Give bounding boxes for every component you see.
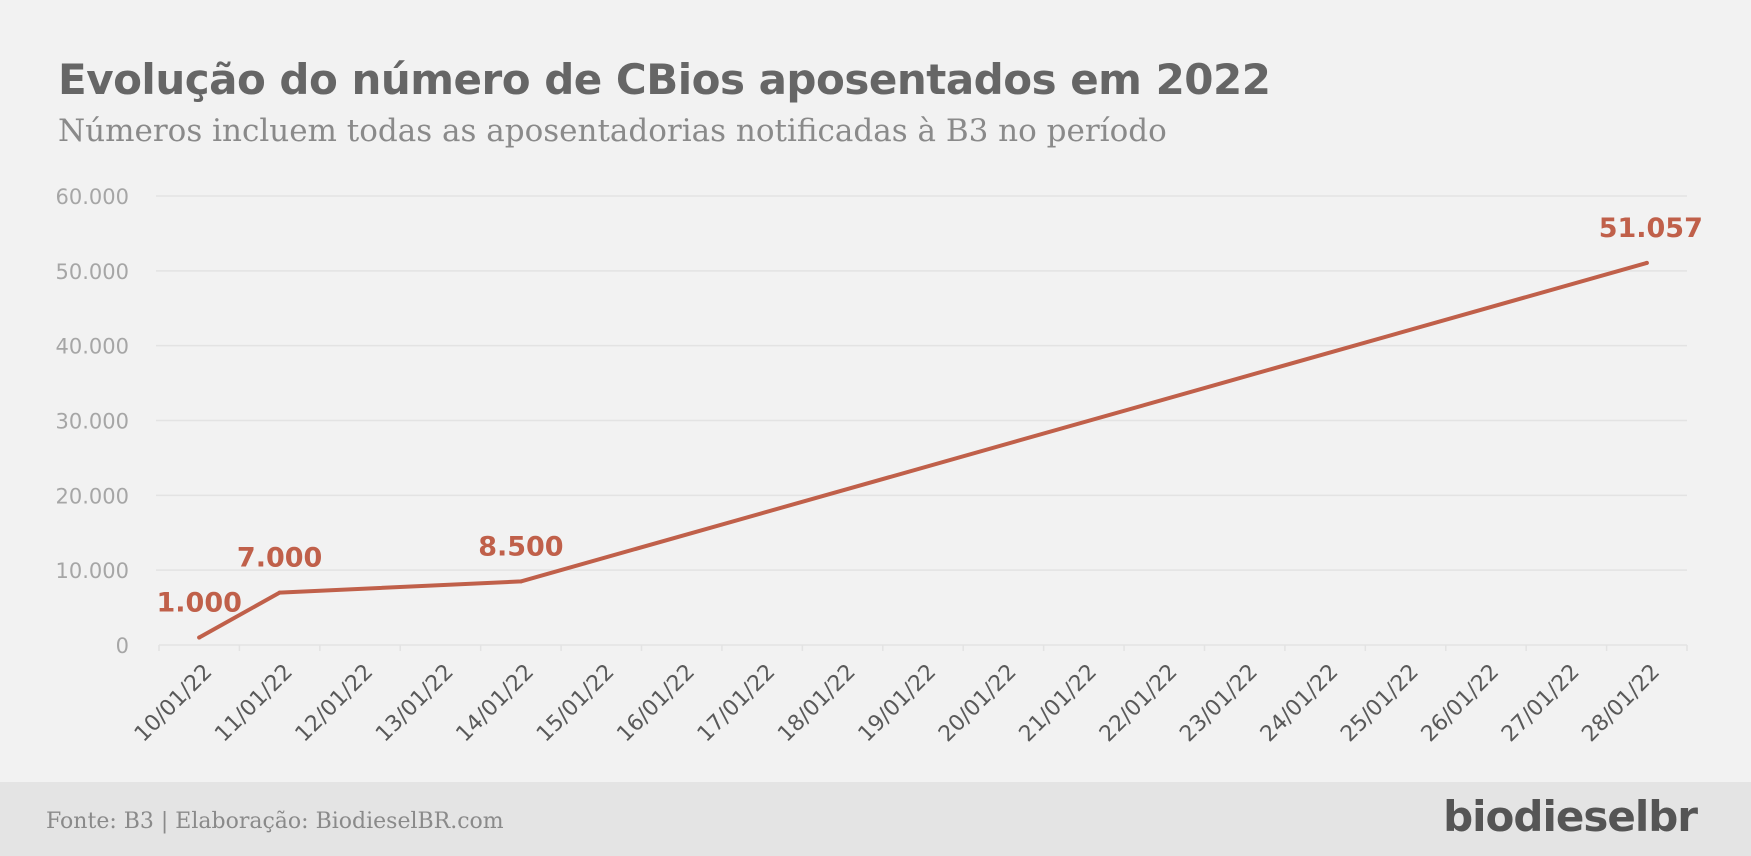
x-tick-label: 22/01/22 (1095, 660, 1183, 748)
y-tick-label: 10.000 (56, 559, 129, 583)
x-tick-label: 10/01/22 (130, 660, 218, 748)
y-tick-label: 60.000 (56, 185, 129, 209)
data-label: 7.000 (237, 543, 322, 574)
chart-subtitle: Números incluem todas as aposentadorias … (58, 113, 1167, 149)
data-point (277, 590, 282, 595)
data-label: 51.057 (1599, 213, 1703, 244)
x-tick-label: 25/01/22 (1336, 660, 1424, 748)
x-tick-label: 14/01/22 (452, 660, 540, 748)
line-chart: 0 10.000 20.000 30.000 40.000 50.000 60.000 10/… (56, 185, 1703, 748)
data-label: 1.000 (157, 588, 242, 619)
x-tick-label: 16/01/22 (612, 660, 700, 748)
x-tick-label: 21/01/22 (1015, 660, 1103, 748)
y-tick-label: 50.000 (56, 260, 129, 284)
x-tick-label: 18/01/22 (773, 660, 861, 748)
y-tick-label: 30.000 (56, 410, 129, 434)
brand-logo: biodieselbr (1443, 792, 1698, 841)
x-tick-label: 28/01/22 (1577, 660, 1665, 748)
data-point (1644, 260, 1649, 265)
data-label: 8.500 (478, 531, 563, 562)
footer-bar: Fonte: B3 | Elaboração: BiodieselBR.com … (0, 782, 1751, 856)
x-tick-label: 26/01/22 (1417, 660, 1505, 748)
chart-title: Evolução do número de CBios aposentados … (58, 55, 1271, 104)
data-point (518, 579, 523, 584)
x-tick-label: 12/01/22 (291, 660, 379, 748)
y-tick-label: 40.000 (56, 335, 129, 359)
x-tick-label: 17/01/22 (693, 660, 781, 748)
x-tick-label: 24/01/22 (1256, 660, 1344, 748)
x-tick-label: 19/01/22 (854, 660, 942, 748)
y-tick-label: 0 (116, 634, 129, 658)
x-tick-label: 15/01/22 (532, 660, 620, 748)
x-tick-label: 13/01/22 (371, 660, 459, 748)
x-tick-label: 23/01/22 (1175, 660, 1263, 748)
data-point (197, 635, 202, 640)
x-tick-label: 27/01/22 (1497, 660, 1585, 748)
y-tick-label: 20.000 (56, 484, 129, 508)
source-credit: Fonte: B3 | Elaboração: BiodieselBR.com (46, 809, 504, 834)
x-tick-label: 20/01/22 (934, 660, 1022, 748)
x-tick-label: 11/01/22 (210, 660, 298, 748)
series-line (197, 260, 1649, 640)
